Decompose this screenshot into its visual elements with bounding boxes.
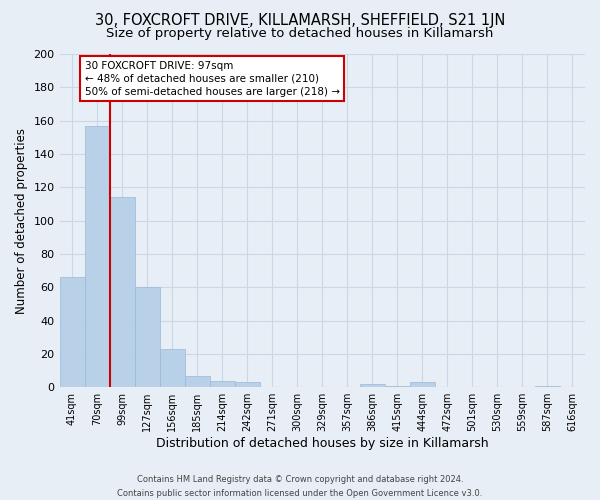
Text: Size of property relative to detached houses in Killamarsh: Size of property relative to detached ho… bbox=[106, 28, 494, 40]
Bar bbox=[385, 386, 410, 387]
X-axis label: Distribution of detached houses by size in Killamarsh: Distribution of detached houses by size … bbox=[156, 437, 488, 450]
Bar bbox=[410, 382, 435, 387]
Bar bbox=[185, 376, 209, 387]
Text: 30, FOXCROFT DRIVE, KILLAMARSH, SHEFFIELD, S21 1JN: 30, FOXCROFT DRIVE, KILLAMARSH, SHEFFIEL… bbox=[95, 12, 505, 28]
Text: Contains HM Land Registry data © Crown copyright and database right 2024.
Contai: Contains HM Land Registry data © Crown c… bbox=[118, 476, 482, 498]
Bar bbox=[235, 382, 260, 387]
Bar bbox=[360, 384, 385, 387]
Bar bbox=[134, 287, 160, 387]
Bar bbox=[535, 386, 560, 387]
Bar bbox=[110, 198, 134, 387]
Bar bbox=[160, 349, 185, 387]
Y-axis label: Number of detached properties: Number of detached properties bbox=[15, 128, 28, 314]
Text: 30 FOXCROFT DRIVE: 97sqm
← 48% of detached houses are smaller (210)
50% of semi-: 30 FOXCROFT DRIVE: 97sqm ← 48% of detach… bbox=[85, 60, 340, 97]
Bar bbox=[59, 277, 85, 387]
Bar bbox=[209, 380, 235, 387]
Bar bbox=[85, 126, 110, 387]
